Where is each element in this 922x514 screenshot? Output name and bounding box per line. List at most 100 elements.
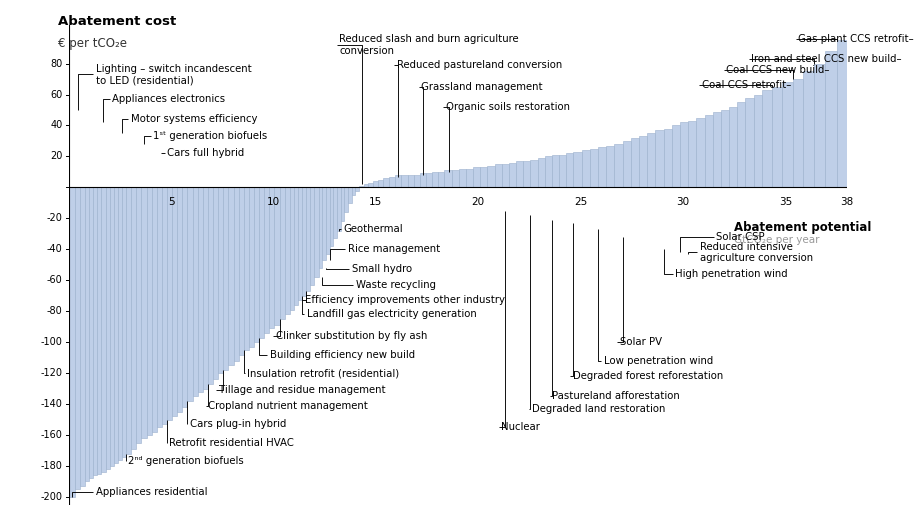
Bar — [516, 161, 524, 188]
Text: Solar CSP: Solar CSP — [716, 232, 765, 242]
Bar — [322, 188, 325, 260]
Text: Iron and steel CCS new build–: Iron and steel CCS new build– — [751, 54, 902, 64]
Text: Solar PV: Solar PV — [620, 337, 662, 347]
Bar — [325, 188, 329, 254]
Text: Pastureland afforestation: Pastureland afforestation — [552, 391, 680, 401]
Bar — [314, 188, 318, 277]
Bar — [275, 188, 279, 325]
Bar — [193, 188, 197, 396]
Text: Motor systems efficiency: Motor systems efficiency — [131, 114, 257, 124]
Text: Nuclear: Nuclear — [502, 423, 540, 432]
Bar — [151, 188, 157, 432]
Text: Tillage and residue management: Tillage and residue management — [219, 385, 385, 395]
Bar — [480, 167, 488, 188]
Text: Landfill gas electricity generation: Landfill gas electricity generation — [307, 309, 477, 319]
Text: 1ˢᵗ generation biofuels: 1ˢᵗ generation biofuels — [153, 132, 267, 141]
Text: Cars plug-in hybrid: Cars plug-in hybrid — [190, 419, 287, 429]
Bar — [203, 188, 208, 389]
Bar — [113, 188, 118, 463]
Bar — [688, 121, 696, 188]
Bar — [311, 188, 314, 285]
Text: Reduced pastureland conversion: Reduced pastureland conversion — [396, 60, 562, 70]
Bar — [85, 188, 89, 482]
Bar — [239, 188, 243, 355]
Text: 30: 30 — [677, 197, 690, 207]
Text: Building efficiency new build: Building efficiency new build — [270, 350, 415, 360]
Bar — [187, 188, 193, 401]
Text: Appliances electronics: Appliances electronics — [112, 94, 225, 104]
Bar — [793, 79, 803, 188]
Bar — [177, 188, 183, 412]
Bar — [408, 175, 414, 188]
Bar — [249, 188, 254, 347]
Text: Geothermal: Geothermal — [344, 224, 403, 234]
Text: Cars full hybrid: Cars full hybrid — [168, 149, 244, 158]
Bar — [172, 188, 177, 416]
Text: Appliances residential: Appliances residential — [96, 487, 207, 498]
Text: Coal CCS retrofit–: Coal CCS retrofit– — [702, 80, 791, 90]
Text: 40: 40 — [51, 120, 63, 131]
Bar — [318, 188, 322, 268]
Bar — [89, 188, 93, 479]
Bar — [183, 188, 187, 407]
Bar — [131, 188, 136, 449]
Text: 20: 20 — [472, 197, 485, 207]
Text: -40: -40 — [47, 244, 63, 254]
Bar — [75, 188, 80, 489]
Bar — [590, 149, 598, 188]
Text: 5: 5 — [168, 197, 174, 207]
Bar — [285, 188, 290, 315]
Bar — [208, 188, 213, 384]
Bar — [167, 188, 172, 419]
Bar — [680, 122, 688, 188]
Bar — [738, 102, 746, 188]
Bar — [348, 188, 351, 203]
Text: -160: -160 — [41, 430, 63, 440]
Bar — [803, 71, 814, 188]
Text: -140: -140 — [41, 399, 63, 409]
Text: Rice management: Rice management — [348, 244, 440, 254]
Bar — [110, 188, 113, 466]
Bar — [197, 188, 203, 392]
Bar — [622, 141, 631, 188]
Bar — [573, 152, 582, 188]
Text: 10: 10 — [266, 197, 280, 207]
Bar — [80, 188, 85, 486]
Text: Efficiency improvements other industry: Efficiency improvements other industry — [304, 296, 504, 305]
Bar — [229, 188, 233, 365]
Bar — [333, 188, 337, 238]
Text: Grassland management: Grassland management — [421, 82, 543, 92]
Bar — [459, 169, 466, 188]
Bar — [552, 155, 559, 188]
Bar — [378, 180, 383, 188]
Bar — [68, 188, 75, 497]
Bar — [298, 188, 302, 300]
Bar — [631, 138, 639, 188]
Bar — [141, 188, 147, 438]
Bar — [466, 169, 473, 188]
Text: GtCO₂e per year: GtCO₂e per year — [734, 235, 820, 245]
Bar — [105, 188, 110, 469]
Bar — [762, 90, 772, 188]
Text: Insulation retrofit (residential): Insulation retrofit (residential) — [247, 368, 399, 378]
Bar — [344, 188, 348, 212]
Bar — [432, 172, 438, 188]
Bar — [614, 144, 622, 188]
Bar — [420, 174, 426, 188]
Text: -20: -20 — [47, 213, 63, 224]
Text: -80: -80 — [47, 306, 63, 316]
Bar — [509, 162, 516, 188]
Bar — [219, 188, 223, 373]
Bar — [389, 177, 396, 188]
Bar — [538, 158, 545, 188]
Bar — [396, 175, 401, 188]
Bar — [836, 41, 846, 188]
Bar — [772, 87, 783, 188]
Text: 20: 20 — [50, 152, 63, 161]
Bar — [329, 188, 333, 246]
Bar — [355, 188, 360, 191]
Bar — [157, 188, 162, 427]
Text: Coal CCS new build–: Coal CCS new build– — [727, 65, 830, 75]
Bar — [122, 188, 126, 457]
Text: -200: -200 — [41, 492, 63, 502]
